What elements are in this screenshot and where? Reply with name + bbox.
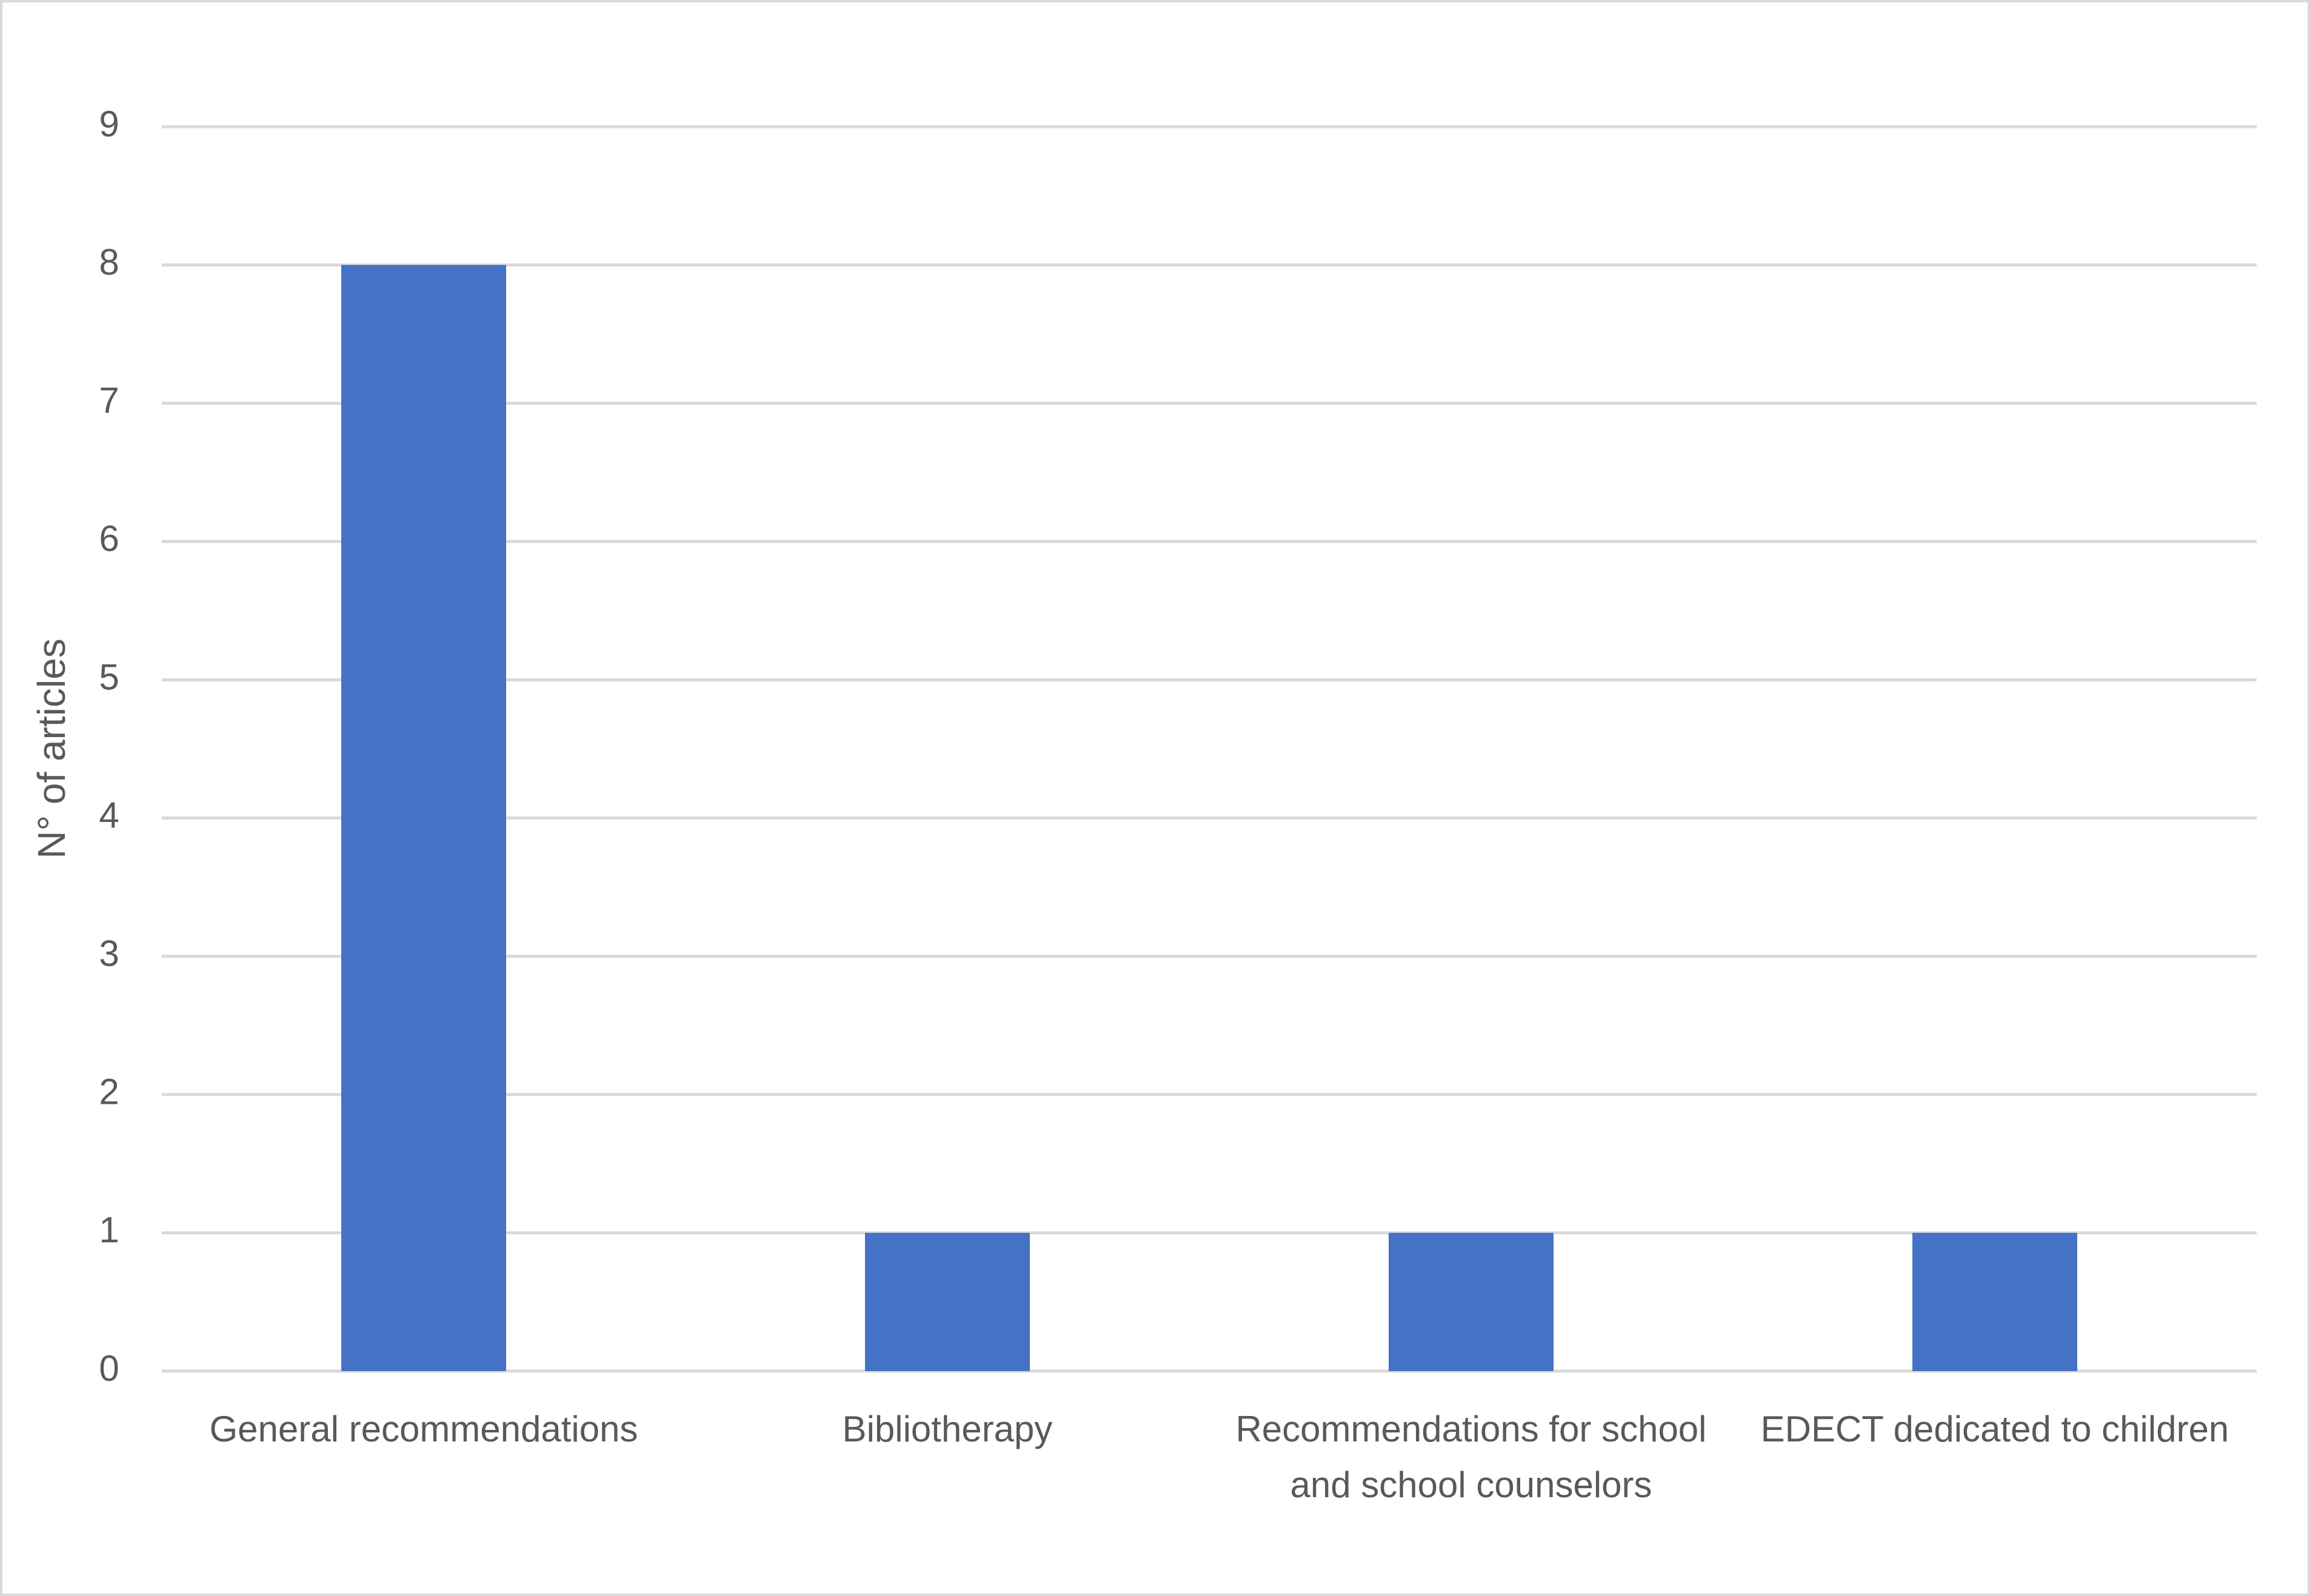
y-tick-label: 2 [99,1072,119,1112]
x-tick-label: EDECT dedicated to children [1760,1409,2229,1449]
y-tick-label: 7 [99,380,119,421]
bar [1912,1232,2077,1371]
bar [341,265,506,1372]
bar [865,1232,1030,1371]
y-tick-label: 3 [99,933,119,974]
y-tick-label: 6 [99,518,119,559]
y-axis-title: N° of articles [30,638,73,858]
x-tick-label: Bibliotherapy [842,1409,1053,1449]
y-tick-label: 5 [99,656,119,697]
x-tick-label: General recommendations [209,1409,638,1449]
bar [1389,1232,1554,1371]
y-tick-label: 4 [99,795,119,835]
y-tick-label: 1 [99,1210,119,1250]
y-tick-label: 0 [99,1348,119,1389]
y-tick-label: 8 [99,242,119,282]
y-tick-label: 9 [99,104,119,144]
x-tick-label: Recommendations for school and school co… [1235,1409,1707,1505]
